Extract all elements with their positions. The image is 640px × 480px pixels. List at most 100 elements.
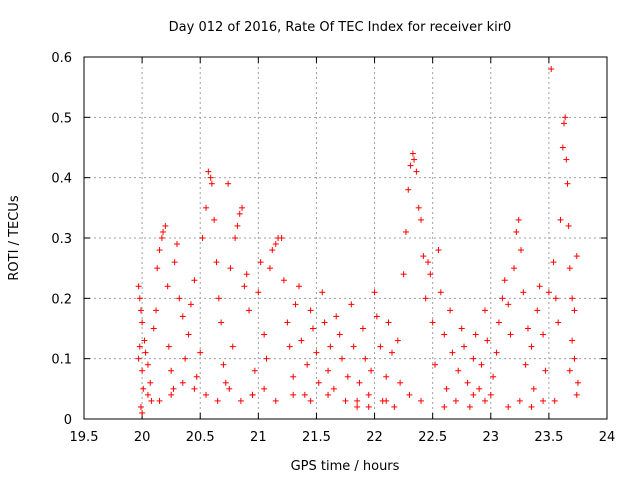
grid — [84, 57, 607, 419]
data-point — [336, 331, 343, 338]
data-point — [563, 156, 570, 163]
data-point — [137, 307, 144, 314]
data-point — [493, 349, 500, 356]
data-point — [207, 174, 214, 181]
data-point — [325, 367, 332, 374]
data-point — [226, 385, 233, 392]
data-point — [540, 397, 547, 404]
x-tick-label: 24 — [599, 430, 616, 445]
x-tick-label: 20 — [134, 430, 151, 445]
x-tick-label: 21.5 — [302, 430, 331, 445]
data-point — [197, 349, 204, 356]
data-point — [530, 385, 537, 392]
data-point — [449, 349, 456, 356]
data-point — [377, 343, 384, 350]
data-point — [407, 162, 414, 169]
data-point — [528, 403, 535, 410]
data-point — [383, 373, 390, 380]
data-point — [269, 247, 276, 254]
data-point — [354, 397, 361, 404]
data-point — [213, 259, 220, 266]
data-point — [214, 397, 221, 404]
data-point — [566, 265, 573, 272]
data-point — [319, 289, 326, 296]
axis-ticks — [83, 56, 608, 420]
data-point — [187, 301, 194, 308]
data-point — [280, 277, 287, 284]
data-point — [409, 150, 416, 157]
data-point — [441, 331, 448, 338]
y-tick-label: 0.1 — [51, 353, 72, 368]
x-tick-label: 22.5 — [418, 430, 447, 445]
data-point — [481, 307, 488, 314]
data-point — [215, 295, 222, 302]
data-point — [534, 307, 541, 314]
data-point — [140, 385, 147, 392]
data-point — [203, 391, 210, 398]
x-axis-label: GPS time / hours — [291, 459, 400, 474]
data-point — [368, 367, 375, 374]
data-point — [234, 222, 241, 229]
data-point — [557, 216, 564, 223]
data-point — [229, 343, 236, 350]
data-point — [565, 222, 572, 229]
data-point — [418, 216, 425, 223]
data-point — [284, 319, 291, 326]
data-point — [165, 343, 172, 350]
data-point — [365, 403, 372, 410]
data-point — [251, 367, 258, 374]
data-point — [385, 319, 392, 326]
data-point — [511, 265, 518, 272]
data-point — [249, 391, 256, 398]
data-point — [420, 253, 427, 260]
data-point — [257, 259, 264, 266]
data-point — [365, 391, 372, 398]
data-point — [156, 247, 163, 254]
data-point — [225, 180, 232, 187]
data-point — [205, 168, 212, 175]
data-point — [391, 403, 398, 410]
data-point — [528, 343, 535, 350]
data-point — [458, 325, 465, 332]
y-tick-label: 0.3 — [51, 232, 72, 247]
data-point — [342, 397, 349, 404]
data-point — [261, 331, 268, 338]
data-point — [168, 367, 175, 374]
data-point — [415, 204, 422, 211]
data-point — [536, 283, 543, 290]
data-point — [304, 361, 311, 368]
data-point — [139, 409, 146, 416]
y-axis-label: ROTI / TECUs — [7, 195, 22, 280]
data-point — [443, 385, 450, 392]
data-point — [402, 228, 409, 235]
data-point — [290, 391, 297, 398]
data-point — [139, 319, 146, 326]
data-point — [441, 403, 448, 410]
data-point — [307, 307, 314, 314]
data-point — [472, 331, 479, 338]
data-point — [418, 397, 425, 404]
data-point — [515, 216, 522, 223]
data-point — [301, 391, 308, 398]
data-point — [542, 367, 549, 374]
data-point — [193, 373, 200, 380]
data-point — [139, 367, 146, 374]
data-point — [333, 313, 340, 320]
data-point — [429, 319, 436, 326]
data-point — [147, 379, 154, 386]
x-tick-label: 20.5 — [186, 430, 215, 445]
y-tick-labels: 0 0.1 0.2 0.3 0.4 0.5 0.6 — [51, 51, 72, 428]
data-point — [327, 343, 334, 350]
data-point — [148, 397, 155, 404]
data-point — [232, 235, 239, 241]
data-point — [350, 343, 357, 350]
data-point — [569, 295, 576, 302]
data-point — [499, 295, 506, 302]
data-point — [356, 379, 363, 386]
data-point — [571, 307, 578, 314]
data-point — [199, 235, 206, 241]
data-point — [246, 307, 253, 314]
x-tick-label: 23.5 — [534, 430, 563, 445]
data-point — [461, 343, 468, 350]
data-point — [464, 379, 471, 386]
